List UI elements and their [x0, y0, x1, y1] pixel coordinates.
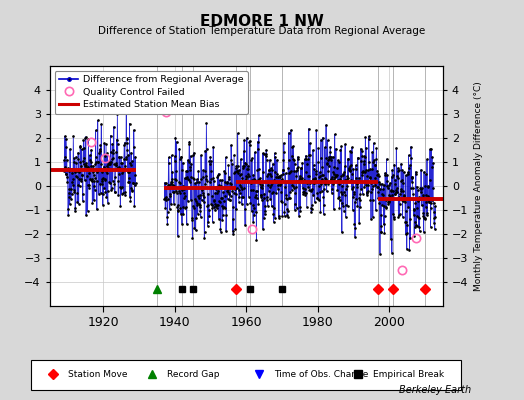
- Text: Record Gap: Record Gap: [167, 370, 219, 379]
- Text: Station Move: Station Move: [68, 370, 127, 379]
- Legend: Difference from Regional Average, Quality Control Failed, Estimated Station Mean: Difference from Regional Average, Qualit…: [54, 71, 248, 114]
- Text: Empirical Break: Empirical Break: [373, 370, 444, 379]
- Text: Difference of Station Temperature Data from Regional Average: Difference of Station Temperature Data f…: [99, 26, 425, 36]
- Text: Berkeley Earth: Berkeley Earth: [399, 385, 472, 395]
- Text: Time of Obs. Change: Time of Obs. Change: [274, 370, 368, 379]
- Y-axis label: Monthly Temperature Anomaly Difference (°C): Monthly Temperature Anomaly Difference (…: [474, 81, 483, 291]
- Text: EDMORE 1 NW: EDMORE 1 NW: [200, 14, 324, 29]
